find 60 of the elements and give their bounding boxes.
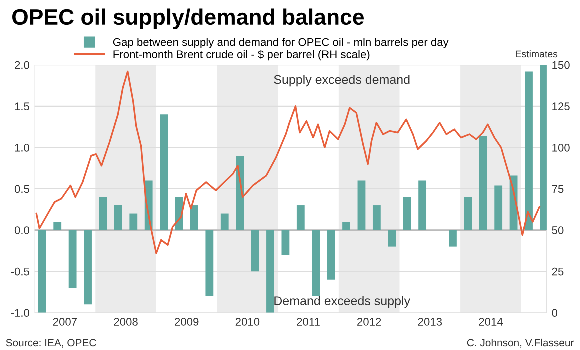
bar <box>54 222 62 230</box>
bar <box>220 214 229 230</box>
source-note: Source: IEA, OPEC <box>6 339 96 348</box>
y-tick-label: -0.5 <box>11 268 30 276</box>
legend-label: Front-month Brent crude oil - $ per barrel (RH scale) <box>114 50 370 61</box>
bar <box>160 114 168 230</box>
bar <box>494 186 503 230</box>
text: C. Johnson, V.Flasseur <box>467 338 574 348</box>
y2-tick-label: 50 <box>552 226 564 234</box>
bar <box>99 197 108 230</box>
chart-title: OPEC oil supply/demand balance <box>12 8 364 30</box>
bar <box>525 72 533 230</box>
x-tick-label: 2009 <box>175 318 199 326</box>
bar <box>266 230 274 313</box>
y-tick-label: -1.0 <box>11 309 30 318</box>
bar <box>84 230 92 305</box>
y-tick-label: 2.0 <box>15 61 30 70</box>
y2-tick-label: 25 <box>552 268 564 276</box>
line-series <box>36 70 540 254</box>
x-tick-label: 2007 <box>53 318 78 326</box>
y2-tick-label: 125 <box>552 102 570 111</box>
bar <box>38 230 46 313</box>
y2-tick-label: 150 <box>552 61 570 70</box>
bar <box>464 197 472 230</box>
bar <box>479 136 488 230</box>
bar <box>251 230 260 272</box>
x-tick-label: 2010 <box>236 318 260 326</box>
x-tick-label: 2013 <box>418 318 442 326</box>
bar <box>540 65 547 230</box>
y-tick-label: 1.0 <box>15 144 30 152</box>
legend-label: Gap between supply and demand for OPEC oil - mln barrels per day <box>113 38 449 48</box>
bar <box>372 206 381 230</box>
bar <box>418 180 427 230</box>
bar <box>190 206 198 230</box>
bar <box>312 230 320 296</box>
y-tick-label: 0.0 <box>14 226 30 234</box>
bar <box>449 230 457 247</box>
bar <box>206 230 214 296</box>
y-tick-label: 0.5 <box>14 185 30 194</box>
annotation: Demand exceeds supply <box>274 296 411 308</box>
bar <box>342 222 350 230</box>
bar <box>130 214 138 230</box>
x-tick-label: 2012 <box>358 318 382 326</box>
annotation: Supply exceeds demand <box>274 75 410 87</box>
bar <box>68 230 77 288</box>
x-tick-label: 2014 <box>479 318 504 326</box>
x-tick-label: 2008 <box>114 318 138 326</box>
bar <box>282 230 290 256</box>
y2-tick-label: 100 <box>552 144 570 152</box>
y-tick-label: 1.5 <box>15 102 30 111</box>
x-tick-label: 2011 <box>297 318 320 326</box>
bar <box>358 180 366 230</box>
bar <box>114 206 122 230</box>
bar <box>327 230 336 280</box>
annotation: Estimates <box>516 50 558 58</box>
y2-tick-label: 75 <box>552 185 564 194</box>
bar <box>388 230 396 247</box>
bar <box>403 197 412 230</box>
y2-tick-label: 0 <box>552 309 558 318</box>
bar <box>296 206 305 230</box>
